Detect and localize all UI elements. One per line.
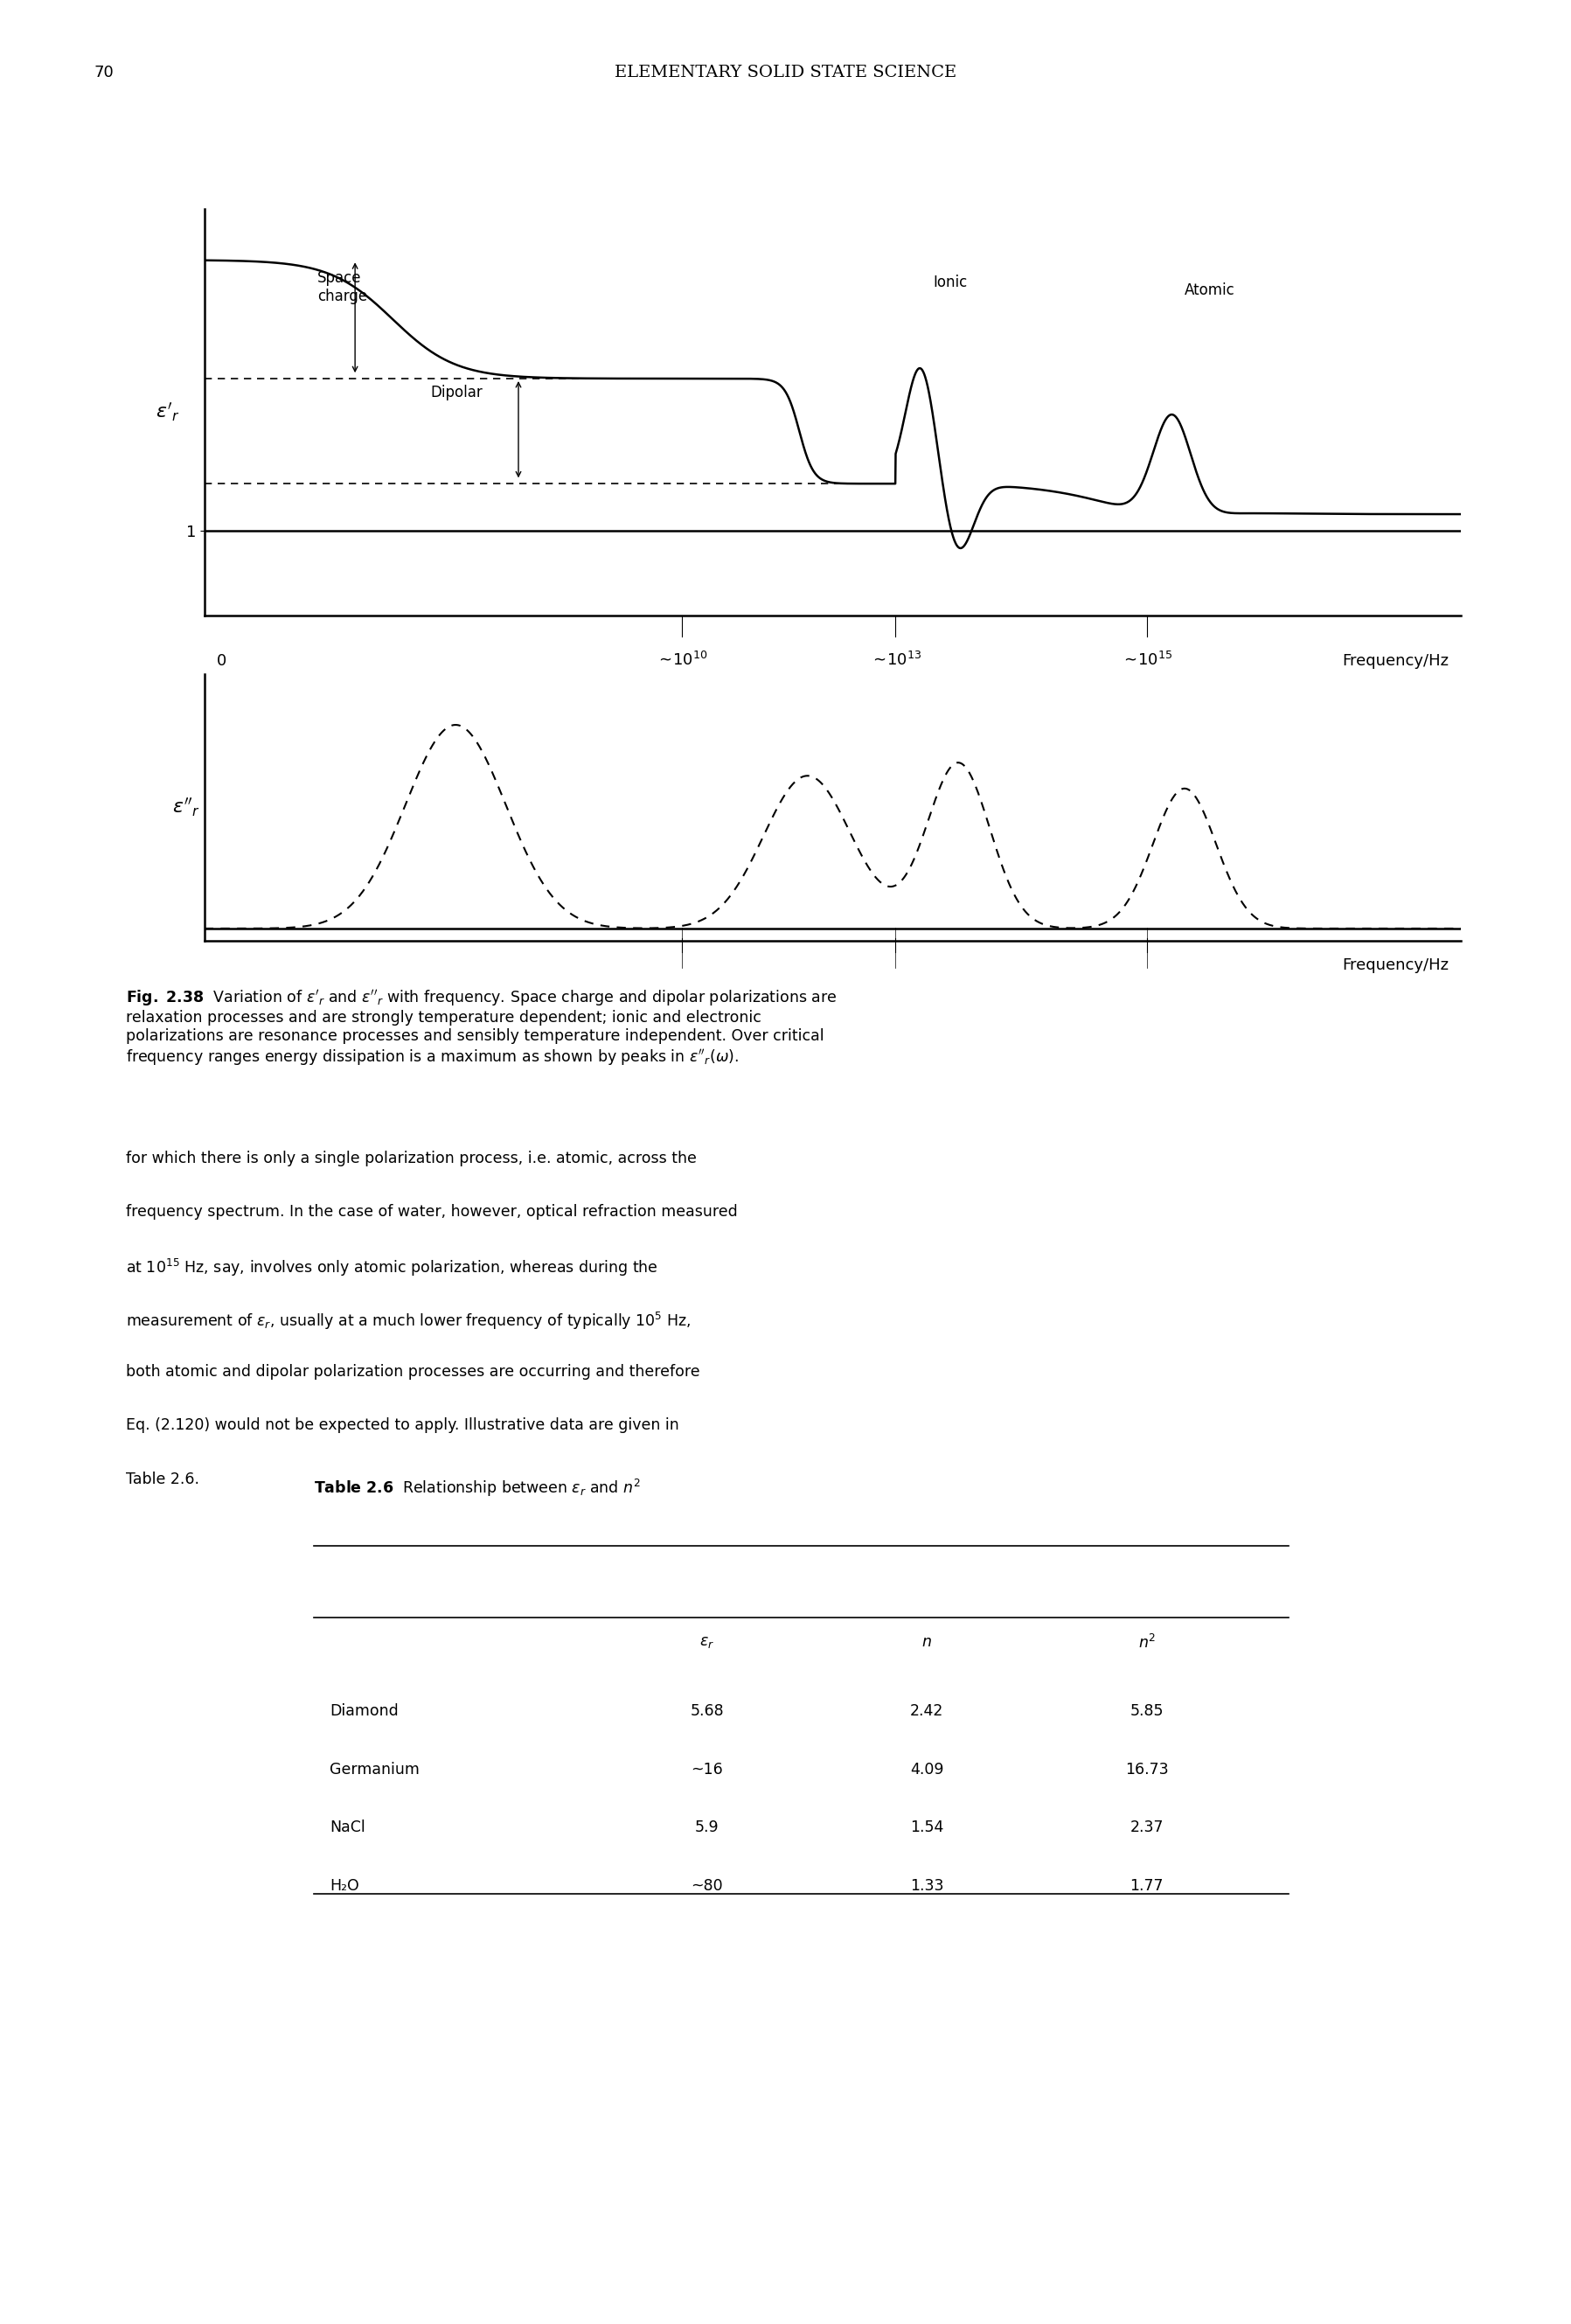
Y-axis label: $\varepsilon''_r$: $\varepsilon''_r$ <box>173 797 200 818</box>
Text: 1.77: 1.77 <box>1130 1878 1164 1894</box>
Text: Ionic: Ionic <box>933 274 968 290</box>
Text: $n^2$: $n^2$ <box>1137 1634 1156 1652</box>
Text: Germanium: Germanium <box>330 1762 419 1778</box>
Text: 2.37: 2.37 <box>1130 1820 1164 1836</box>
Text: Atomic: Atomic <box>1185 284 1235 297</box>
Text: $\sim\!10^{10}$: $\sim\!10^{10}$ <box>655 651 709 669</box>
Text: 2.42: 2.42 <box>910 1703 944 1720</box>
Text: $\sim\!10^{13}$: $\sim\!10^{13}$ <box>870 651 921 669</box>
Text: $\sim\!10^{15}$: $\sim\!10^{15}$ <box>1122 651 1172 669</box>
Text: Dipolar: Dipolar <box>430 383 482 400</box>
Text: Diamond: Diamond <box>330 1703 399 1720</box>
Text: H₂O: H₂O <box>330 1878 360 1894</box>
Text: 5.9: 5.9 <box>694 1820 720 1836</box>
Text: for which there is only a single polarization process, i.e. atomic, across the: for which there is only a single polariz… <box>126 1150 696 1167</box>
Text: 1.33: 1.33 <box>910 1878 944 1894</box>
Text: at $10^{15}$ Hz, say, involves only atomic polarization, whereas during the: at $10^{15}$ Hz, say, involves only atom… <box>126 1257 658 1278</box>
Text: NaCl: NaCl <box>330 1820 366 1836</box>
Text: 5.68: 5.68 <box>690 1703 724 1720</box>
Text: ~80: ~80 <box>691 1878 723 1894</box>
Text: 1.54: 1.54 <box>910 1820 944 1836</box>
Text: 16.73: 16.73 <box>1125 1762 1169 1778</box>
Text: frequency spectrum. In the case of water, however, optical refraction measured: frequency spectrum. In the case of water… <box>126 1204 737 1220</box>
Text: Frequency/Hz: Frequency/Hz <box>1342 957 1448 974</box>
Text: Table 2.6.: Table 2.6. <box>126 1471 200 1487</box>
Text: $\bf{Table\ 2.6}$  Relationship between $\varepsilon_r$ and $n^2$: $\bf{Table\ 2.6}$ Relationship between $… <box>314 1478 641 1499</box>
Text: ELEMENTARY SOLID STATE SCIENCE: ELEMENTARY SOLID STATE SCIENCE <box>614 65 957 81</box>
Text: $\bf{Fig.\ 2.38}$  Variation of $\varepsilon'_r$ and $\varepsilon''_r$ with freq: $\bf{Fig.\ 2.38}$ Variation of $\varepsi… <box>126 988 837 1067</box>
Y-axis label: $\varepsilon'_r$: $\varepsilon'_r$ <box>156 402 179 423</box>
Text: $n$: $n$ <box>922 1634 932 1650</box>
Text: Space
charge: Space charge <box>317 270 368 304</box>
Text: both atomic and dipolar polarization processes are occurring and therefore: both atomic and dipolar polarization pro… <box>126 1364 699 1380</box>
Text: 4.09: 4.09 <box>910 1762 944 1778</box>
Text: 5.85: 5.85 <box>1130 1703 1164 1720</box>
Text: measurement of $\varepsilon_r$, usually at a much lower frequency of typically $: measurement of $\varepsilon_r$, usually … <box>126 1311 691 1332</box>
Text: 70: 70 <box>94 65 115 81</box>
Text: 0: 0 <box>217 653 226 669</box>
Text: Frequency/Hz: Frequency/Hz <box>1342 653 1448 669</box>
Text: $\varepsilon_r$: $\varepsilon_r$ <box>699 1634 715 1650</box>
Text: Eq. (2.120) would not be expected to apply. Illustrative data are given in: Eq. (2.120) would not be expected to app… <box>126 1418 679 1434</box>
Text: ~16: ~16 <box>691 1762 723 1778</box>
